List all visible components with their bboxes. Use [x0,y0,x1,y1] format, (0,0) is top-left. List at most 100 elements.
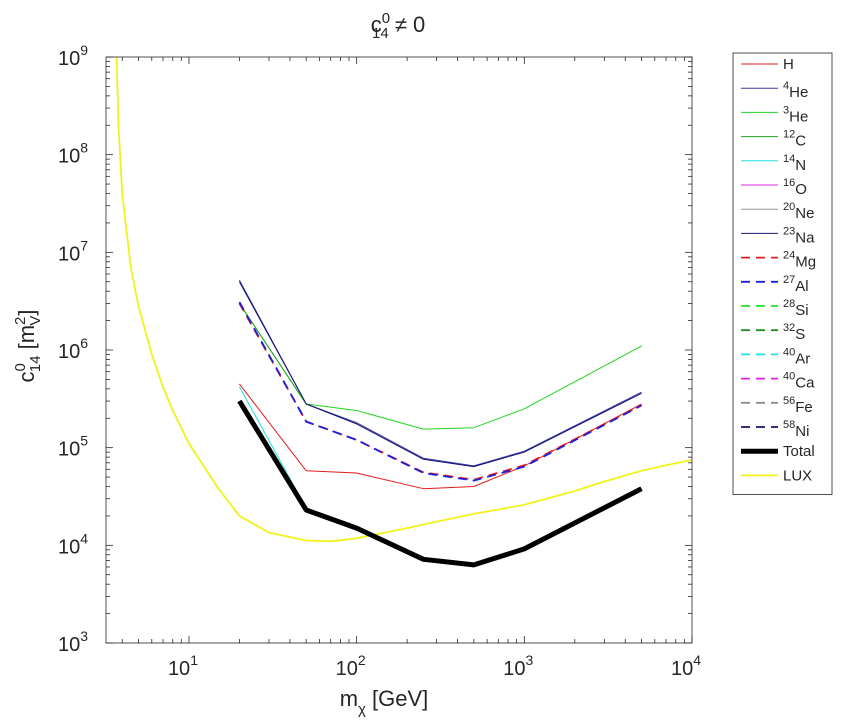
legend-label-27al: 27Al [783,274,809,295]
y-tick-base: 10 [58,243,80,265]
legend-label-14n: 14N [783,153,806,174]
y-tick-label: 108 [58,140,88,168]
x-tick-exp: 3 [526,652,534,668]
x-label-rest: [GeV] [366,686,428,711]
legend-label-text: Ar [795,350,810,367]
x-axis-label: mχ [GeV] [340,686,429,718]
x-tick-label: 103 [503,652,533,680]
x-tick-exp: 2 [358,652,366,668]
y-tick-base: 10 [58,536,80,558]
y-tick-exp: 4 [80,530,88,546]
legend: H4He3He12C14N16O20Ne23Na24Mg27Al28Si32S4… [732,52,833,496]
x-tick-exp: 1 [190,652,198,668]
legend-label-58ni: 58Ni [783,419,809,440]
legend-label-text: He [789,84,808,101]
y-tick-exp: 9 [80,42,88,58]
legend-label-text: O [795,181,807,198]
y-tick-exp: 5 [80,433,88,449]
legend-label-32s: 32S [783,322,805,343]
legend-label-text: Total [783,443,815,460]
series-layer [115,57,692,568]
y-tick-label: 103 [58,628,88,656]
y-tick-exp: 8 [80,140,88,156]
y-label-unit-open: [m [14,325,39,356]
legend-label-24mg: 24Mg [783,250,816,271]
legend-label-text: S [795,326,805,343]
legend-label-4he: 4He [783,80,808,101]
legend-label-sup: 58 [783,419,795,431]
legend-label-text: LUX [783,467,812,484]
series-line-total [237,399,643,568]
legend-label-sup: 27 [783,274,795,286]
y-tick-base: 10 [58,146,80,168]
legend-label-text: Ni [795,423,809,440]
legend-label-h: H [783,56,794,73]
legend-label-sup: 24 [783,250,795,262]
legend-label-text: Ca [795,375,815,392]
y-tick-base: 10 [58,634,80,656]
x-tick-base: 10 [503,658,525,680]
legend-label-sup: 16 [783,177,795,189]
y-label-sup: 0 [12,363,29,371]
y-tick-base: 10 [58,341,80,363]
y-label-unit-sub: V [27,316,44,326]
title-base: c [371,12,382,37]
y-tick-label: 106 [58,335,88,363]
legend-label-28si: 28Si [783,298,809,319]
x-tick-label: 102 [336,652,366,680]
legend-label-sup: 32 [783,322,795,334]
legend-label-text: Na [795,229,815,246]
legend-label-text: He [789,108,808,125]
y-tick-exp: 3 [80,628,88,644]
legend-label-sup: 56 [783,395,795,407]
legend-label-3he: 3He [783,104,808,125]
x-tick-base: 10 [168,658,190,680]
y-tick-exp: 7 [80,237,88,253]
legend-label-text: N [795,157,806,174]
title-rest: ≠ 0 [389,12,426,37]
chart-title: c0 14 ≠ 0 [371,10,426,42]
legend-label-sup: 4 [783,80,789,92]
y-tick-label: 107 [58,237,88,265]
legend-label-40ar: 40Ar [783,346,810,367]
y-tick-label: 109 [58,42,88,70]
legend-label-sup: 20 [783,201,795,213]
title-sub: 14 [372,25,389,42]
y-tick-label: 105 [58,433,88,461]
legend-label-sup: 3 [783,104,789,116]
y-label-unit-sup: 2 [12,317,29,325]
legend-label-sup: 40 [783,346,795,358]
y-tick-base: 10 [58,48,80,70]
x-label-sub: χ [358,701,366,718]
x-tick-label: 101 [168,652,198,680]
legend-label-sup: 40 [783,371,795,383]
title-sup: 0 [382,10,390,27]
legend-label-12c: 12C [783,129,806,150]
series-line-27al [238,301,642,482]
legend-label-total: Total [783,443,815,460]
y-label-unit-close: ] [14,309,39,315]
legend-label-text: Mg [795,254,816,271]
legend-label-lux: LUX [783,467,812,484]
legend-label-text: C [795,133,806,150]
x-tick-exp: 4 [693,652,701,668]
y-tick-label: 104 [58,530,88,558]
legend-label-sup: 14 [783,153,795,165]
legend-label-16o: 16O [783,177,807,198]
series-line-lux [115,57,692,543]
legend-label-56fe: 56Fe [783,395,813,416]
legend-label-sup: 28 [783,298,795,310]
y-tick-exp: 6 [80,335,88,351]
x-tick-base: 10 [671,658,693,680]
legend-label-text: Ne [795,205,814,222]
legend-label-sup: 12 [783,129,795,141]
series-line-23na [238,281,642,468]
x-tick-base: 10 [336,658,358,680]
legend-label-text: Si [795,302,808,319]
legend-label-text: Al [795,278,808,295]
legend-label-sup: 23 [783,225,795,237]
plot-area [106,57,692,643]
legend-label-text: H [783,56,794,73]
